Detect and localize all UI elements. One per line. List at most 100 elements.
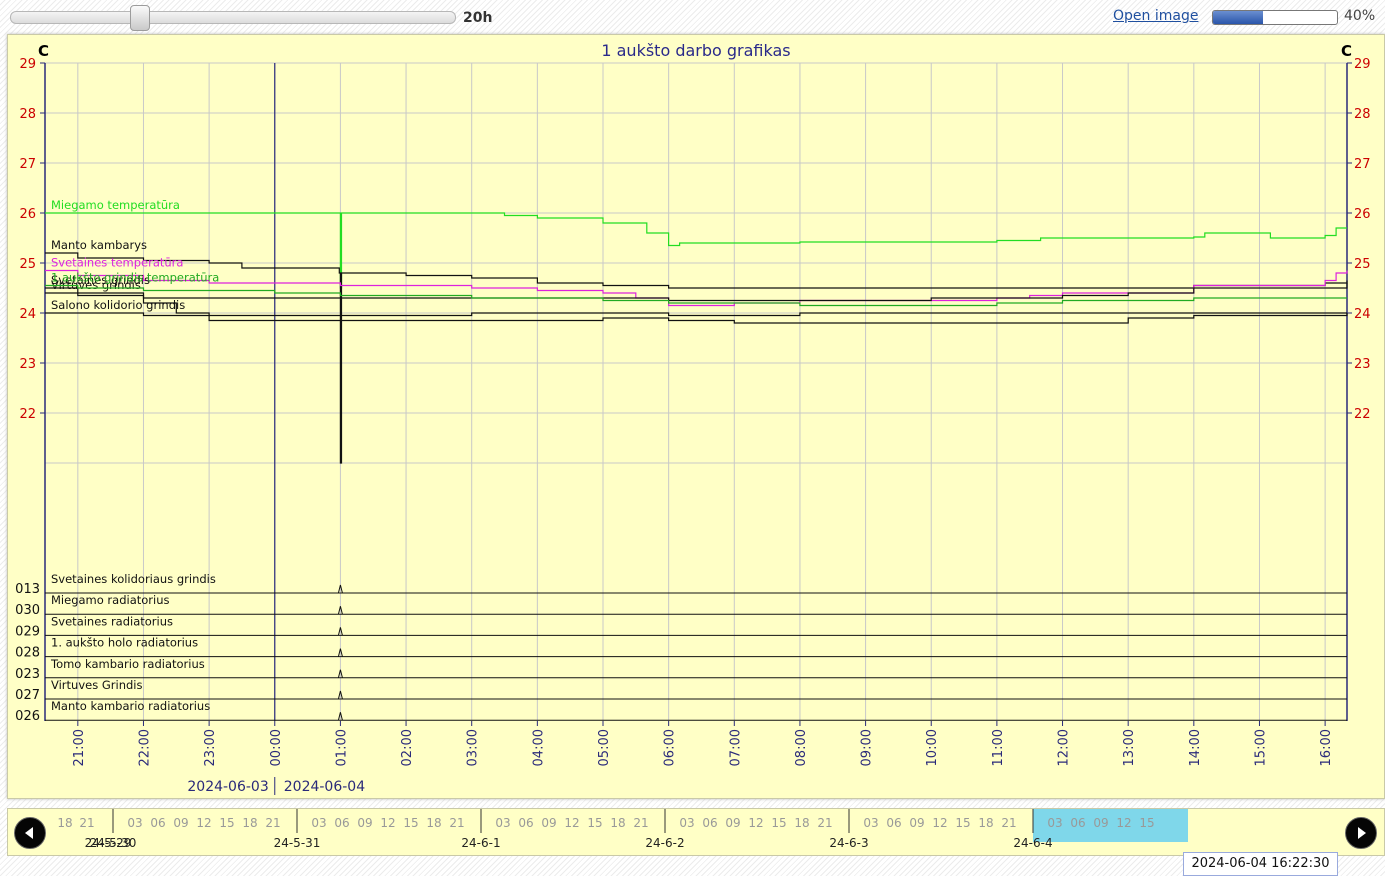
series-line: Manto kambarys xyxy=(45,238,1348,464)
digital-id-label: 029 xyxy=(15,624,40,639)
digital-id-label: 026 xyxy=(15,709,40,724)
digital-pulse xyxy=(337,712,343,721)
timeline-hour-label: 18 xyxy=(794,816,809,830)
slider-handle[interactable] xyxy=(129,5,150,31)
y-tick-label-right: 22 xyxy=(1354,407,1371,422)
timeline-highlight xyxy=(1033,809,1188,842)
previous-button[interactable] xyxy=(14,817,46,849)
y-tick-label-right: 23 xyxy=(1354,357,1371,372)
x-tick-label: 09:00 xyxy=(860,729,875,766)
timeline-hour-label: 03 xyxy=(679,816,694,830)
digital-row: 029 Svetaines radiatorius xyxy=(15,614,1347,639)
x-tick-label: 07:00 xyxy=(728,729,743,766)
timeline-hour-label: 21 xyxy=(633,816,648,830)
timeline-hour-label: 03 xyxy=(311,816,326,830)
series-path xyxy=(45,212,1347,289)
digital-id-label: 030 xyxy=(15,603,40,618)
y-unit-left: C xyxy=(38,42,49,60)
open-image-link[interactable]: Open image xyxy=(1113,8,1199,24)
series-path xyxy=(45,252,1348,464)
timeline-hour-label: 15 xyxy=(1139,816,1154,830)
digital-row: 030 Miegamo radiatorius xyxy=(15,593,1347,618)
timeline-hour-label: 15 xyxy=(403,816,418,830)
x-tick-label: 21:00 xyxy=(72,729,87,766)
timeline-hour-label: 15 xyxy=(587,816,602,830)
y-tick-label-left: 29 xyxy=(19,57,36,72)
series-path xyxy=(45,269,1348,307)
timeline-hour-label: 21 xyxy=(817,816,832,830)
y-tick-label-right: 26 xyxy=(1354,207,1371,222)
series-line: Miegamo temperatūra xyxy=(45,198,1347,289)
chevron-left-icon xyxy=(25,827,33,839)
y-unit-right: C xyxy=(1341,42,1352,60)
timeline-hour-label: 09 xyxy=(541,816,556,830)
x-tick-label: 23:00 xyxy=(203,729,218,766)
progress-label: 40% xyxy=(1344,8,1376,24)
time-range-slider[interactable] xyxy=(10,11,456,24)
series-label: 1 aukšto grindis temperatūra xyxy=(51,271,219,285)
series-path xyxy=(45,287,1348,324)
slider-value-label: 20h xyxy=(463,10,493,26)
timeline-day-label: 24-6-3 xyxy=(829,836,868,850)
timeline-day: 03 06 09 12 15 24-6-4 xyxy=(1013,809,1188,850)
timeline-scale[interactable]: 18 21 24-5-29 03 06 09 12 15 18 21 24-5-30 03 06 09 12… xyxy=(8,809,1384,855)
timeline-hour-label: 12 xyxy=(380,816,395,830)
timeline-hour-label: 18 xyxy=(610,816,625,830)
series-label: Miegamo temperatūra xyxy=(51,198,180,212)
digital-pulse xyxy=(337,584,343,594)
timeline-hour-label: 18 xyxy=(426,816,441,830)
series-path xyxy=(45,312,1347,317)
digital-pulse xyxy=(337,606,343,615)
timeline-day: 18 21 24-5-29 xyxy=(57,816,131,850)
series-line: Salono kolidorio grindis xyxy=(45,298,1347,317)
series-line: Svetaines grindis xyxy=(45,273,1348,324)
next-button[interactable] xyxy=(1345,817,1377,849)
temperature-chart[interactable]: C C 1 aukšto darbo grafikas 22 22 23 23 24 24 25 2… xyxy=(8,35,1384,798)
timeline-day: 03 06 09 12 15 18 21 24-6-2 xyxy=(645,809,833,850)
timeline-hour-label: 18 xyxy=(57,816,72,830)
x-tick-label: 13:00 xyxy=(1122,729,1137,766)
series-label: Svetaines temperatūra xyxy=(51,256,183,270)
series-label: Manto kambarys xyxy=(51,238,147,252)
x-tick-label: 16:00 xyxy=(1319,729,1334,766)
x-tick-label: 05:00 xyxy=(597,729,612,766)
series-line: Virtuves grindis xyxy=(45,278,1348,302)
timeline-hour-label: 03 xyxy=(495,816,510,830)
digital-name-label: Virtuves Grindis xyxy=(51,678,142,692)
progress-bar xyxy=(1212,10,1338,25)
timeline-day: 03 06 09 12 15 18 21 24-5-31 xyxy=(274,809,465,850)
y-tick-label-left: 23 xyxy=(19,357,36,372)
digital-pulse xyxy=(337,669,343,678)
digital-name-label: Svetaines kolidoriaus grindis xyxy=(51,572,216,586)
x-tick-label: 02:00 xyxy=(400,729,415,766)
y-tick-label-right: 25 xyxy=(1354,257,1371,272)
digital-row: 023 Tomo kambario radiatorius xyxy=(15,657,1347,682)
timeline-hour-label: 21 xyxy=(265,816,280,830)
timeline-hour-label: 09 xyxy=(725,816,740,830)
x-tick-label: 22:00 xyxy=(137,729,152,766)
timeline-hour-label: 12 xyxy=(1116,816,1131,830)
timeline-day: 03 06 09 12 15 18 21 24-5-30 xyxy=(90,809,281,850)
x-tick-label: 10:00 xyxy=(925,729,940,766)
timeline-day-label: 24-5-30 xyxy=(90,836,137,850)
date-label: 2024-06-04 xyxy=(284,779,365,795)
timeline-hour-label: 03 xyxy=(863,816,878,830)
timeline-hour-label: 06 xyxy=(150,816,165,830)
grid xyxy=(45,62,1347,721)
timeline-day: 03 06 09 12 15 18 21 24-6-1 xyxy=(461,809,649,850)
timeline-hour-label: 18 xyxy=(242,816,257,830)
timeline-day-label: 24-6-2 xyxy=(645,836,684,850)
chart-panel: C C 1 aukšto darbo grafikas 22 22 23 23 24 24 25 2… xyxy=(7,34,1385,799)
timeline-hour-label: 06 xyxy=(518,816,533,830)
x-tick-label: 12:00 xyxy=(1057,729,1072,766)
y-tick-label-left: 24 xyxy=(19,307,36,322)
digital-name-label: Svetaines radiatorius xyxy=(51,614,173,628)
timeline-hour-label: 21 xyxy=(449,816,464,830)
timeline-navigator[interactable]: 18 21 24-5-29 03 06 09 12 15 18 21 24-5-30 03 06 09 12… xyxy=(7,808,1385,856)
timeline-hour-label: 12 xyxy=(748,816,763,830)
chevron-right-icon xyxy=(1358,827,1366,839)
x-tick-label: 11:00 xyxy=(991,729,1006,766)
digital-id-label: 023 xyxy=(15,667,40,682)
timeline-hour-label: 09 xyxy=(1093,816,1108,830)
digital-pulse xyxy=(337,627,343,636)
